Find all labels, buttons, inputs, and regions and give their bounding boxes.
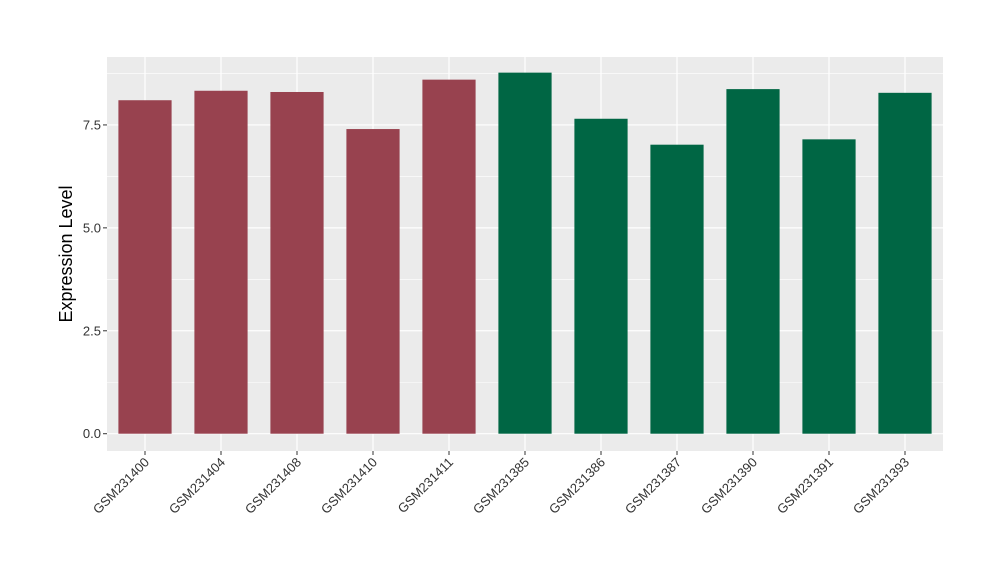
x-tick-label: GSM231410 bbox=[318, 455, 380, 517]
bar bbox=[270, 91, 324, 434]
x-tick-label: GSM231391 bbox=[774, 455, 836, 517]
bar bbox=[346, 129, 400, 434]
y-axis-title: Expression Level bbox=[56, 185, 76, 322]
x-tick-label: GSM231385 bbox=[470, 455, 532, 517]
x-tick-label: GSM231400 bbox=[90, 455, 152, 517]
x-tick-label: GSM231404 bbox=[166, 455, 228, 517]
x-tick-label: GSM231411 bbox=[395, 455, 457, 517]
bar bbox=[726, 89, 780, 434]
x-tick-label: GSM231387 bbox=[622, 455, 684, 517]
bar bbox=[650, 144, 704, 434]
bar bbox=[878, 92, 932, 434]
bar bbox=[498, 72, 552, 434]
x-axis: GSM231400 GSM231404 GSM231408 GSM231410 GSM2… bbox=[90, 451, 912, 517]
bar bbox=[422, 79, 476, 434]
bar bbox=[194, 90, 248, 434]
y-axis: 0.0 2.5 5.0 7.5 bbox=[83, 117, 107, 441]
y-tick-label: 7.5 bbox=[83, 117, 101, 132]
bar bbox=[118, 100, 172, 434]
x-tick-label: GSM231408 bbox=[242, 455, 304, 517]
x-tick-label: GSM231390 bbox=[698, 455, 760, 517]
y-tick-label: 5.0 bbox=[83, 220, 101, 235]
bars bbox=[118, 72, 932, 434]
x-tick-label: GSM231393 bbox=[850, 455, 912, 517]
y-tick-label: 2.5 bbox=[83, 323, 101, 338]
bar bbox=[574, 118, 628, 434]
y-tick-label: 0.0 bbox=[83, 426, 101, 441]
bar bbox=[802, 139, 856, 434]
x-tick-label: GSM231386 bbox=[546, 455, 608, 517]
